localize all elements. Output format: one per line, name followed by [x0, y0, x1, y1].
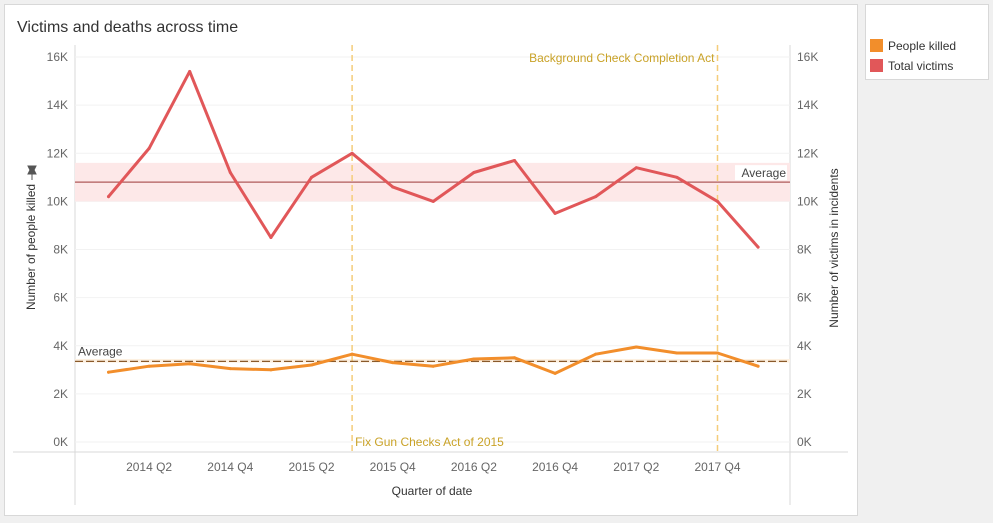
data-point-total-victims: [513, 158, 516, 162]
data-point-total-victims: [594, 195, 598, 199]
x-tick-label: 2014 Q4: [207, 460, 253, 474]
x-tick-label: 2016 Q2: [451, 460, 497, 474]
y-left-tick-label: 2K: [53, 387, 68, 401]
data-point-people-killed: [391, 361, 395, 365]
y-right-tick-label: 6K: [797, 291, 812, 305]
data-point-total-victims: [350, 151, 354, 155]
data-point-people-killed: [107, 370, 110, 374]
data-point-people-killed: [716, 351, 719, 355]
data-point-total-victims: [188, 69, 192, 73]
y-left-tick-label: 4K: [53, 339, 68, 353]
data-point-people-killed: [675, 351, 679, 355]
reference-line-label: Fix Gun Checks Act of 2015: [355, 435, 504, 449]
x-tick-label: 2015 Q4: [370, 460, 416, 474]
data-point-total-victims: [634, 166, 638, 170]
x-tick-label: 2017 Q2: [613, 460, 659, 474]
data-point-people-killed: [431, 364, 435, 368]
data-point-total-victims: [472, 171, 476, 174]
y-right-tick-label: 16K: [797, 50, 818, 64]
x-tick-label: 2014 Q2: [126, 460, 172, 474]
data-point-people-killed: [553, 371, 557, 375]
y-left-tick-label: 0K: [53, 435, 68, 449]
data-point-people-killed: [513, 356, 516, 360]
y-right-tick-label: 10K: [797, 194, 818, 208]
legend-panel: People killed Total victims: [865, 4, 989, 80]
data-point-people-killed: [756, 364, 760, 368]
data-point-people-killed: [310, 363, 313, 367]
average-band-killed: [75, 358, 790, 363]
data-point-total-victims: [756, 245, 760, 249]
y-left-tick-label: 16K: [47, 50, 68, 64]
data-point-people-killed: [594, 352, 598, 356]
legend-label-total-victims: Total victims: [888, 59, 954, 73]
y-left-tick-label: 10K: [47, 194, 68, 208]
y-right-tick-label: 8K: [797, 243, 812, 257]
data-point-people-killed: [188, 362, 192, 366]
data-point-total-victims: [107, 195, 110, 199]
legend-label-people-killed: People killed: [888, 39, 957, 53]
y-left-tick-label: 8K: [53, 243, 68, 257]
x-tick-label: 2016 Q4: [532, 460, 578, 474]
x-tick-label: 2015 Q2: [288, 460, 334, 474]
y-left-axis-title: Number of people killed: [24, 184, 38, 310]
y-right-tick-label: 4K: [797, 339, 812, 353]
chart-title: Victims and deaths across time: [17, 19, 239, 36]
y-left-tick-label: 12K: [47, 146, 68, 160]
data-point-total-victims: [431, 199, 435, 203]
data-point-total-victims: [147, 146, 151, 150]
data-point-people-killed: [634, 345, 638, 349]
y-right-tick-label: 12K: [797, 146, 818, 160]
reference-line-label: Background Check Completion Act: [529, 51, 715, 65]
legend-swatch-people-killed: [870, 39, 883, 52]
data-point-total-victims: [269, 235, 273, 239]
data-point-total-victims: [310, 175, 313, 179]
data-point-total-victims: [675, 175, 679, 179]
x-tick-label: 2017 Q4: [694, 460, 740, 474]
y-left-tick-label: 14K: [47, 98, 68, 112]
y-right-axis-title: Number of victims in incidents: [827, 168, 841, 327]
x-axis-title: Quarter of date: [392, 484, 473, 498]
y-left-tick-label: 6K: [53, 291, 68, 305]
y-right-tick-label: 0K: [797, 435, 812, 449]
average-label-bg: [735, 165, 787, 181]
data-point-people-killed: [228, 367, 232, 371]
average-label-victims: Average: [742, 166, 787, 180]
data-point-people-killed: [472, 357, 476, 361]
data-point-people-killed: [147, 364, 151, 368]
data-point-total-victims: [391, 185, 395, 189]
y-right-tick-label: 2K: [797, 387, 812, 401]
y-right-tick-label: 14K: [797, 98, 818, 112]
data-point-people-killed: [350, 352, 354, 356]
average-label-killed: Average: [78, 344, 123, 358]
series-line-total-victims: [107, 69, 760, 249]
legend-swatch-total-victims: [870, 59, 883, 72]
pin-icon: [27, 165, 37, 180]
data-point-total-victims: [716, 199, 719, 203]
data-point-people-killed: [269, 368, 273, 372]
data-point-total-victims: [228, 171, 232, 174]
data-point-total-victims: [553, 211, 557, 215]
chart-panel: Victims and deaths across time: [4, 4, 858, 516]
